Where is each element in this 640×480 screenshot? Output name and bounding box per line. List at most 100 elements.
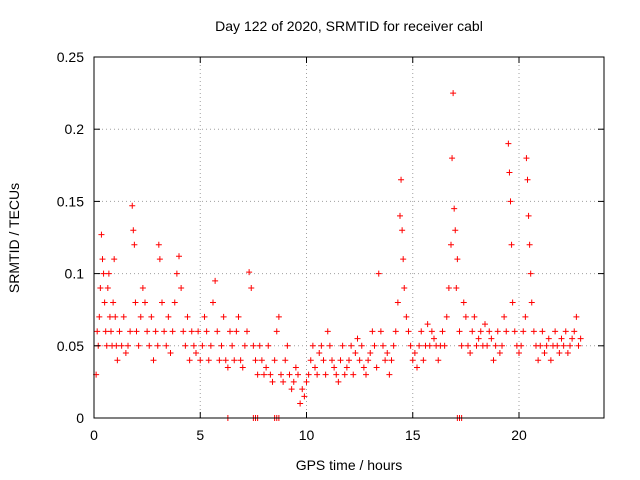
data-point xyxy=(439,328,446,335)
data-point xyxy=(471,313,478,320)
data-point xyxy=(573,313,580,320)
data-point xyxy=(558,335,565,342)
data-point xyxy=(535,357,542,364)
data-point xyxy=(453,285,460,292)
data-point xyxy=(448,241,454,248)
data-point xyxy=(96,313,103,320)
data-point xyxy=(469,328,476,335)
data-point xyxy=(188,328,195,335)
data-point xyxy=(156,256,163,263)
y-tick-label: 0 xyxy=(76,410,84,426)
data-point xyxy=(520,328,527,335)
y-tick-label: 0.25 xyxy=(57,49,84,65)
data-point xyxy=(263,364,270,371)
data-point xyxy=(233,328,240,335)
data-point xyxy=(295,371,301,378)
data-point xyxy=(484,342,491,349)
data-point xyxy=(256,342,263,349)
data-point xyxy=(316,350,323,357)
data-point xyxy=(503,328,510,335)
data-point xyxy=(169,328,176,335)
data-point xyxy=(305,371,312,378)
data-point xyxy=(490,357,497,364)
data-point xyxy=(399,227,406,234)
data-point xyxy=(318,342,325,349)
data-point xyxy=(398,176,405,183)
data-point xyxy=(231,357,238,364)
data-point xyxy=(142,299,148,306)
data-point xyxy=(252,357,259,364)
data-point xyxy=(154,342,161,349)
data-point xyxy=(462,313,469,320)
data-point xyxy=(212,277,219,284)
data-point xyxy=(528,299,535,306)
data-point xyxy=(507,198,514,205)
data-point xyxy=(101,299,108,306)
data-point xyxy=(207,342,214,349)
data-point xyxy=(409,357,416,364)
data-point xyxy=(456,328,463,335)
data-point xyxy=(273,328,280,335)
data-point xyxy=(320,357,327,364)
data-point xyxy=(426,342,433,349)
data-point xyxy=(556,350,563,357)
data-point xyxy=(299,386,306,393)
data-point xyxy=(539,328,546,335)
data-point xyxy=(244,328,250,335)
data-point xyxy=(424,321,431,328)
data-point xyxy=(239,364,246,371)
data-point xyxy=(441,342,448,349)
data-point xyxy=(112,313,119,320)
data-point xyxy=(104,285,111,292)
data-point xyxy=(312,364,318,371)
data-point xyxy=(269,378,276,385)
data-point xyxy=(165,313,172,320)
data-point xyxy=(518,342,525,349)
data-point xyxy=(324,328,331,335)
x-tick-label: 5 xyxy=(196,427,204,443)
data-point xyxy=(337,357,344,364)
data-point xyxy=(182,342,189,349)
data-point xyxy=(190,342,197,349)
data-point xyxy=(214,328,221,335)
y-tick-label: 0.2 xyxy=(65,121,85,137)
data-point xyxy=(541,350,548,357)
data-point xyxy=(373,364,380,371)
data-point xyxy=(199,342,206,349)
data-point xyxy=(363,371,369,378)
data-point xyxy=(110,299,117,306)
data-point xyxy=(195,328,202,335)
data-point xyxy=(397,212,403,219)
y-tick-label: 0.1 xyxy=(65,266,85,282)
data-point xyxy=(331,364,338,371)
data-point xyxy=(99,256,106,263)
data-point xyxy=(254,371,261,378)
data-point xyxy=(322,371,329,378)
data-point xyxy=(467,350,474,357)
data-point xyxy=(326,342,333,349)
data-point xyxy=(452,227,459,234)
data-point xyxy=(144,328,151,335)
data-point xyxy=(197,357,204,364)
data-point xyxy=(369,328,376,335)
data-point xyxy=(505,140,512,147)
data-point xyxy=(348,342,355,349)
data-point xyxy=(407,342,414,349)
data-point xyxy=(567,342,573,349)
data-point xyxy=(227,328,233,335)
data-point xyxy=(271,357,278,364)
data-point xyxy=(486,328,493,335)
data-point xyxy=(428,328,435,335)
data-point xyxy=(416,342,423,349)
data-point xyxy=(335,378,342,385)
data-point xyxy=(146,342,153,349)
data-point xyxy=(545,335,552,342)
data-point xyxy=(148,313,155,320)
data-point xyxy=(130,227,137,234)
data-point xyxy=(560,342,567,349)
data-point xyxy=(301,393,308,400)
data-point xyxy=(554,342,561,349)
data-point xyxy=(137,313,144,320)
data-point xyxy=(400,256,407,263)
